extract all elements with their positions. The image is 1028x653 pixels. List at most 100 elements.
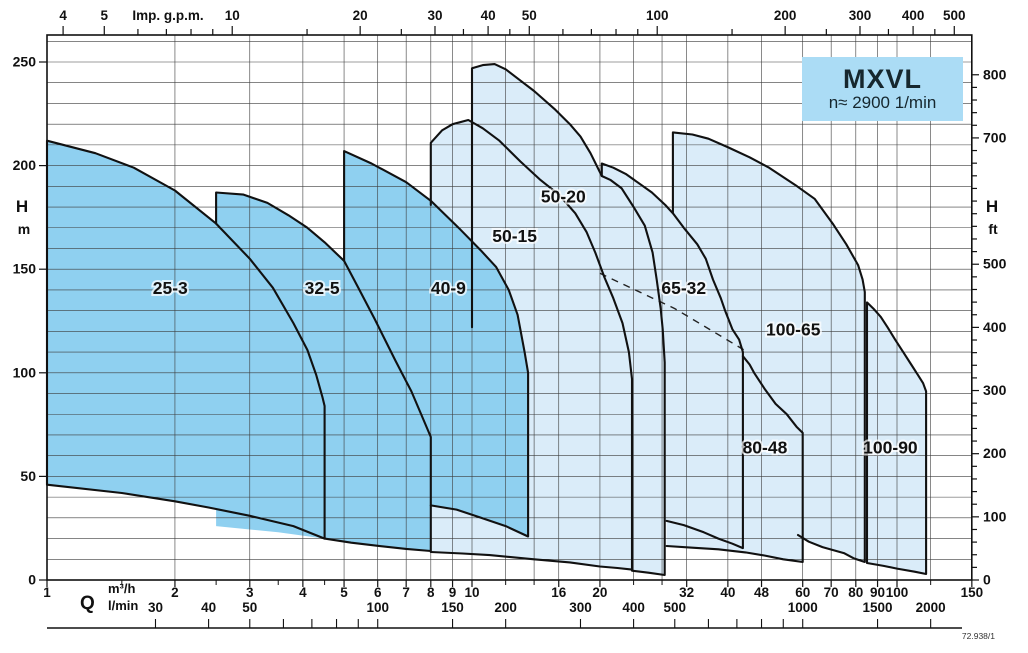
bottom-tick-label: 60 — [795, 585, 810, 600]
top-tick-label: 10 — [225, 8, 240, 23]
lmin-tick-label: 1500 — [863, 600, 893, 615]
envelope-outline-100-65 — [671, 131, 866, 564]
chart-title-box: MXVL n≈ 2900 1/min — [802, 57, 963, 121]
envelope-outline-32-5 — [215, 191, 432, 553]
bottom-tick-label: 40 — [720, 585, 735, 600]
right-tick-label: 500 — [983, 256, 1007, 272]
bottom-tick-label: 32 — [679, 585, 694, 600]
top-tick-label: 300 — [849, 8, 872, 23]
right-tick-label: 100 — [983, 508, 1007, 524]
bottom-tick-label: 4 — [299, 585, 307, 600]
bottom-tick-label: 90 — [870, 585, 885, 600]
envelope-label-100-90: 100-90 — [863, 437, 918, 457]
top-tick-label: 4 — [59, 8, 67, 23]
bottom-axis-lmin-unit: l/min — [108, 598, 138, 613]
top-tick-label: 200 — [774, 8, 797, 23]
dashed-divider-line — [599, 272, 748, 353]
envelope-label-50-20: 50-20 — [541, 187, 586, 207]
bottom-tick-label: 6 — [374, 585, 382, 600]
lmin-tick-label: 300 — [569, 600, 592, 615]
envelope-label-65-32: 65-32 — [661, 278, 706, 298]
right-axis: 0 100 200 300 400 500 700 800 Hft — [971, 66, 1007, 588]
left-axis: 0 50 100 150 200 250 Hm — [13, 54, 47, 588]
right-tick-label: 800 — [983, 66, 1007, 82]
top-axis: 4 5 10 20 30 40 50 100 200 300 400 500 Imp. g.p.m. — [59, 8, 966, 35]
lmin-tick-label: 1000 — [788, 600, 818, 615]
lmin-tick-label: 2000 — [916, 600, 946, 615]
lmin-tick-label: 400 — [622, 600, 645, 615]
envelope-outline-80-48 — [665, 355, 804, 564]
bottom-tick-label: 2 — [171, 585, 179, 600]
title-box-bg — [802, 57, 963, 121]
bottom-tick-label: 3 — [246, 585, 254, 600]
bottom-tick-label: 70 — [824, 585, 839, 600]
right-axis-unit: ft — [988, 221, 998, 237]
chart-series-title: MXVL — [842, 64, 922, 95]
bottom-tick-label: 48 — [754, 585, 770, 600]
left-tick-label: 200 — [13, 157, 37, 173]
bottom-tick-label: 8 — [427, 585, 435, 600]
top-axis-unit: Imp. g.p.m. — [132, 8, 203, 23]
bottom-tick-label: 5 — [340, 585, 348, 600]
envelope-outline-65-32 — [600, 162, 744, 550]
lmin-tick-label: 150 — [441, 600, 464, 615]
right-tick-label: 200 — [983, 445, 1007, 461]
lmin-tick-label: 500 — [664, 600, 687, 615]
left-tick-label: 250 — [13, 54, 37, 70]
chart-speed-label: n≈ 2900 1/min — [828, 92, 937, 112]
lmin-scale: 30 40 50 100 150 200 300 400 500 1000 1500 2000 — [47, 600, 962, 629]
envelope-label-100-65: 100-65 — [766, 319, 821, 339]
envelope-label-32-5: 32-5 — [305, 278, 340, 298]
envelope-fill-25-3 — [47, 140, 325, 539]
envelope-outline-100-90 — [865, 301, 928, 576]
left-tick-label: 0 — [28, 572, 36, 588]
envelope-label-80-48: 80-48 — [743, 437, 788, 457]
bottom-tick-label: 16 — [551, 585, 567, 600]
envelope-outline-40-9 — [343, 150, 530, 538]
envelope-outline-25-3 — [45, 139, 326, 540]
top-tick-label: 100 — [646, 8, 669, 23]
left-tick-label: 150 — [13, 261, 37, 277]
right-axis-h-label: H — [986, 197, 998, 216]
bottom-tick-label: 20 — [592, 585, 607, 600]
bottom-tick-label: 10 — [464, 585, 479, 600]
bottom-tick-label: 100 — [886, 585, 909, 600]
envelope-fill-100-65 — [672, 132, 865, 562]
bottom-tick-label: 150 — [961, 585, 984, 600]
left-axis-h-label: H — [16, 197, 28, 216]
envelope-label-40-9: 40-9 — [431, 278, 466, 298]
left-tick-label: 100 — [13, 364, 37, 380]
envelope-outline-50-20 — [470, 63, 666, 577]
right-tick-label: 400 — [983, 319, 1007, 335]
left-tick-label: 50 — [20, 468, 36, 484]
envelope-fills — [47, 64, 927, 575]
top-tick-label: 40 — [481, 8, 496, 23]
lmin-tick-label: 200 — [494, 600, 517, 615]
right-tick-label: 0 — [983, 572, 991, 588]
document-code: 72.938/1 — [961, 631, 995, 641]
bottom-tick-label: 9 — [449, 585, 457, 600]
envelope-label-50-15: 50-15 — [492, 226, 537, 246]
lmin-tick-label: 100 — [366, 600, 389, 615]
bottom-tick-label: 1 — [43, 585, 51, 600]
envelope-fill-100-90 — [867, 302, 927, 574]
envelope-outlines — [45, 63, 928, 577]
bottom-axis-m3h-unit: m³/h — [108, 581, 136, 596]
top-tick-label: 50 — [522, 8, 537, 23]
lmin-tick-label: 30 — [148, 600, 163, 615]
lmin-tick-label: 50 — [242, 600, 257, 615]
bottom-tick-label: 7 — [402, 585, 410, 600]
top-tick-label: 400 — [902, 8, 925, 23]
bottom-axis: 1 2 3 4 5 6 7 8 9 10 16 20 32 40 48 60 70 80 90 100 150Qm³/h… — [43, 580, 983, 614]
top-tick-label: 20 — [353, 8, 368, 23]
right-tick-label: 300 — [983, 382, 1007, 398]
top-tick-label: 5 — [101, 8, 109, 23]
left-axis-unit: m — [18, 221, 30, 237]
envelope-label-25-3: 25-3 — [153, 278, 188, 298]
top-tick-label: 500 — [943, 8, 966, 23]
envelope-outline-50-15 — [429, 118, 634, 571]
bottom-axis-q-label: Q — [80, 593, 95, 614]
right-tick-label: 700 — [983, 129, 1007, 145]
